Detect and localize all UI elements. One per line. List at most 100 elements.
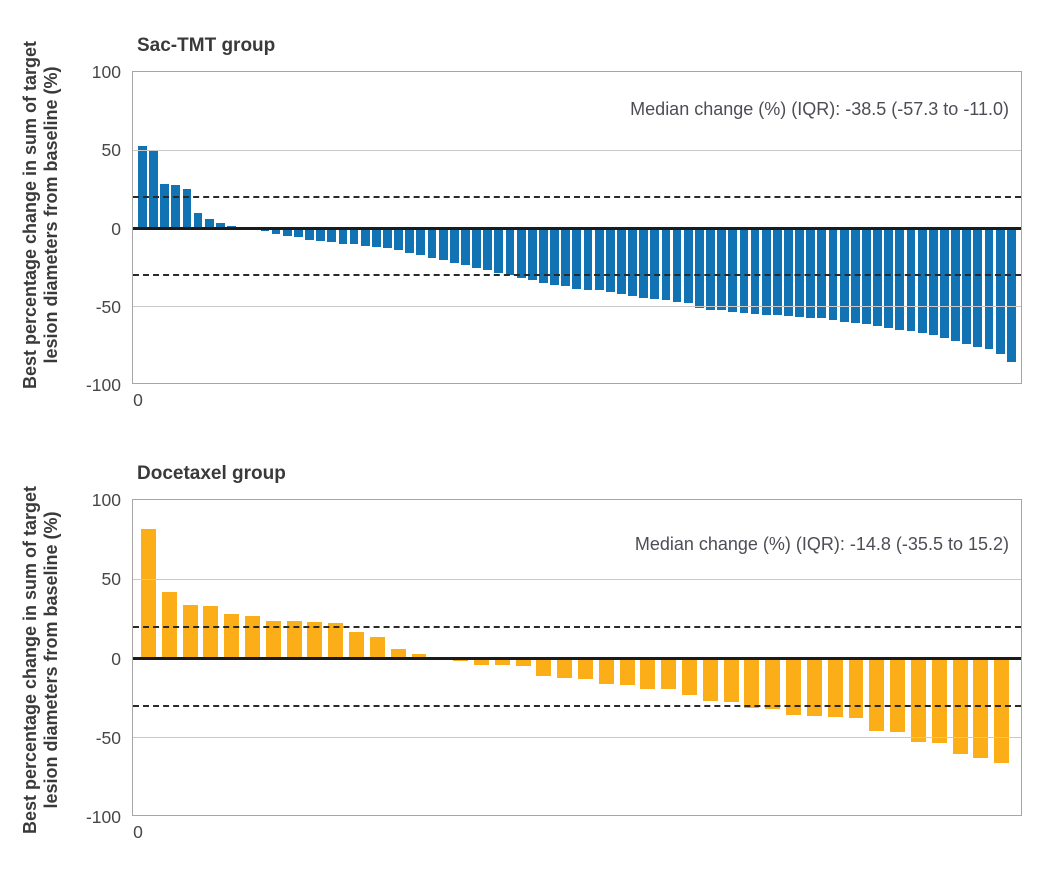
bar (349, 632, 365, 659)
bar (765, 658, 781, 710)
bar (293, 228, 303, 237)
bar (650, 228, 660, 300)
bar (405, 228, 415, 253)
bar (784, 228, 793, 317)
dashed-threshold-line (133, 625, 1021, 628)
bar (494, 658, 510, 665)
bar (973, 228, 983, 347)
y-axis-tick-label: -100 (85, 375, 121, 395)
zero-line (133, 227, 1021, 230)
y-axis-tick-label: -50 (95, 296, 121, 317)
bar (224, 614, 240, 659)
bar (682, 658, 698, 695)
bar (619, 658, 635, 685)
bar (806, 658, 822, 717)
bar (141, 528, 156, 659)
bar (215, 223, 225, 229)
bar (995, 228, 1005, 354)
y-axis-tick-label: 0 (111, 218, 121, 239)
bar (973, 658, 989, 759)
median-annotation-docetaxel: Median change (%) (IQR): -14.8 (-35.5 to… (634, 534, 1009, 554)
bar (828, 228, 838, 321)
bar (750, 228, 760, 314)
bar (305, 228, 314, 241)
bar (203, 606, 219, 659)
bar (639, 228, 649, 299)
bar (371, 228, 381, 248)
gridline (133, 578, 1021, 580)
bar (806, 228, 816, 318)
bar (394, 228, 403, 251)
bar (931, 658, 947, 744)
dashed-threshold-line (133, 196, 1021, 199)
bar (572, 228, 582, 290)
zero-line (133, 657, 1021, 660)
bar (539, 228, 548, 284)
bar (717, 228, 727, 311)
gridline (133, 149, 1021, 151)
bar (723, 658, 739, 703)
bar (694, 228, 704, 309)
bar (928, 228, 938, 335)
bar (282, 228, 292, 237)
bar (286, 621, 302, 659)
bar (360, 228, 370, 247)
bar (890, 658, 906, 733)
bar (661, 658, 677, 690)
bar (672, 228, 682, 303)
bar (483, 228, 493, 271)
bar (149, 151, 158, 229)
y-axis-label-line1: Best percentage change in sum of target (19, 485, 40, 835)
bar (338, 228, 348, 244)
y-axis-tick-label: 100 (91, 62, 121, 82)
bar (873, 228, 882, 326)
bar (160, 183, 170, 229)
y-axis-label-line2: lesion diameters from baseline (%) (41, 511, 61, 809)
gridline (133, 737, 1021, 738)
bar (984, 228, 994, 349)
bar (706, 228, 715, 311)
bar (616, 228, 626, 295)
bar (245, 615, 261, 659)
bar (515, 658, 531, 666)
y-axis-tick-label: 50 (101, 140, 121, 161)
bar (327, 228, 337, 243)
y-axis-tick-label: 50 (101, 569, 121, 590)
bar (171, 185, 181, 229)
bar (605, 228, 615, 293)
bar (527, 228, 537, 281)
bar (204, 219, 214, 229)
bar (472, 228, 481, 268)
bar (895, 228, 905, 331)
y-axis-tick-label: -100 (85, 807, 121, 827)
bar (561, 228, 571, 287)
bar (594, 228, 604, 291)
bar (702, 658, 718, 701)
y-axis-tick-label: 0 (111, 648, 121, 669)
bar (744, 658, 760, 708)
plot-area-docetaxel: Median change (%) (IQR): -14.8 (-35.5 to… (86, 491, 1022, 826)
bar (951, 228, 960, 342)
bar (869, 658, 885, 731)
bar (827, 658, 843, 718)
bar (260, 228, 270, 232)
bar (473, 658, 489, 665)
bar (438, 228, 448, 261)
bar (761, 228, 771, 315)
bar (349, 228, 359, 245)
bar (161, 591, 177, 659)
bar (193, 212, 203, 229)
bar (550, 228, 559, 286)
bar (661, 228, 671, 301)
median-annotation-sac-tmt: Median change (%) (IQR): -38.5 (-57.3 to… (630, 99, 1009, 119)
bar (583, 228, 593, 291)
bar (427, 228, 437, 258)
bar (910, 658, 926, 742)
bar (884, 228, 894, 328)
bar (369, 637, 385, 659)
panel-title-docetaxel: Docetaxel group (137, 463, 286, 484)
bar (906, 228, 916, 331)
bar (271, 228, 281, 235)
